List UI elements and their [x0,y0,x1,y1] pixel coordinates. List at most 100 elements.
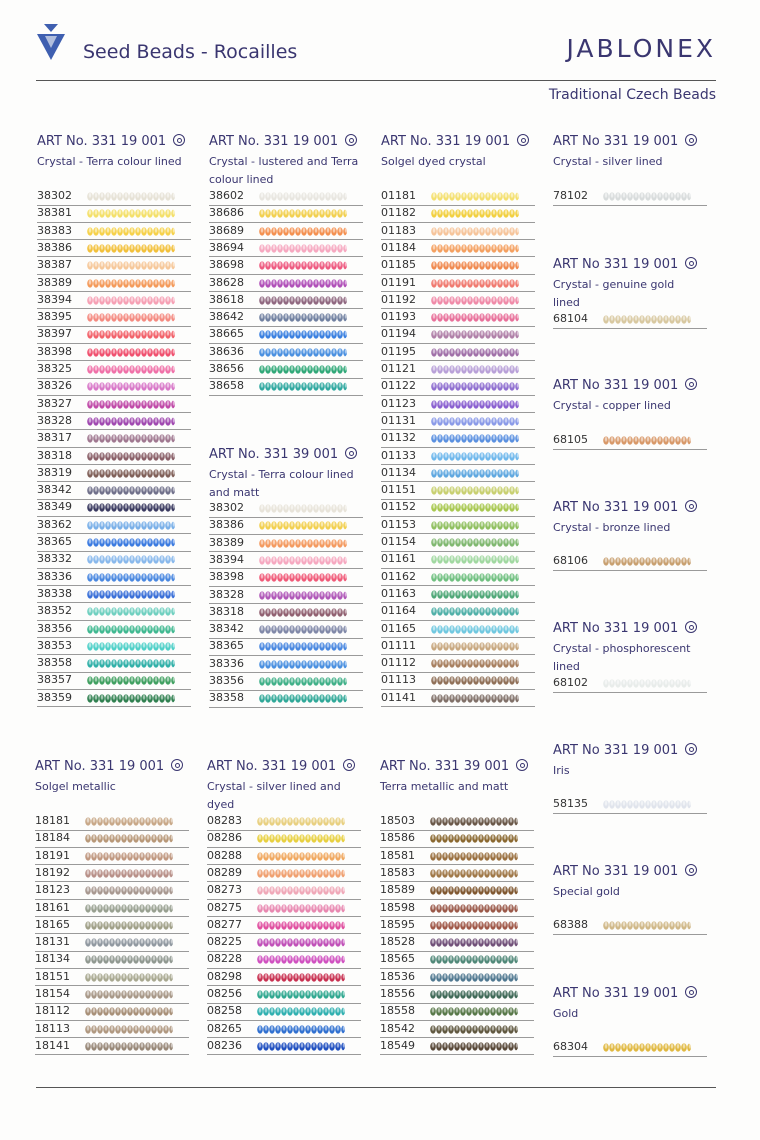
bead-strip [431,503,519,513]
bead-code: 08288 [207,848,242,862]
bead-strip [85,972,173,982]
bead-strip [430,868,518,878]
bead-code: 38325 [37,362,72,375]
bead-strip [85,938,173,948]
bead-strip [430,817,518,826]
row-rule [37,515,191,517]
bead-code: 38362 [37,517,72,531]
bead-code: 01195 [381,344,416,358]
row-rule [209,256,363,258]
bead-strip [259,659,347,669]
bead-strip [259,330,347,340]
row-rule [209,221,363,223]
row-rule [37,498,191,500]
row-rule [381,394,535,396]
row-rule [209,551,363,553]
row-rule [207,933,361,935]
row-rule [37,585,191,587]
bead-code: 01131 [381,413,416,427]
bead-strip [87,589,175,599]
row-rule [207,864,361,866]
bead-strip [259,538,347,548]
bead-code: 38658 [209,379,244,393]
bead-strip [431,486,519,496]
bead-code: 08277 [207,917,242,931]
bead-strip [85,1041,173,1051]
bead-code: 38386 [209,518,244,532]
bead-code: 01163 [381,586,416,600]
bead-code: 78102 [553,189,588,202]
description: Solgel dyed crystal [381,155,486,168]
art-number: ART No 331 19 001 [553,500,698,515]
description: Crystal - silver lined and dyed [207,780,341,811]
row-rule [381,688,535,690]
bead-strip [431,295,519,305]
row-rule [381,585,535,587]
row-rule [209,568,363,570]
bead-strip [431,676,519,686]
art-number: ART No. 331 39 001 [380,759,529,774]
bead-strip [87,399,175,409]
bead-strip [430,1024,518,1034]
bead-code: 38394 [37,292,72,306]
bead-strip [87,365,175,374]
bead-code: 38689 [209,223,244,237]
description: Solgel metallic [35,780,116,793]
bead-strip [431,555,519,565]
row-rule [381,342,535,344]
bead-strip [431,313,519,323]
bead-code: 68106 [553,554,588,567]
description: Crystal - silver lined [553,155,663,168]
bead-code: 38628 [209,275,244,289]
bead-strip [259,192,347,201]
bead-code: 18165 [35,917,70,931]
row-rule [35,829,189,831]
art-number: ART No 331 19 001 [553,621,698,636]
bead-strip [87,572,175,582]
bead-strip [259,677,347,686]
bead-code: 18589 [380,883,415,897]
ring-icon [343,759,356,771]
row-rule [380,829,534,831]
bead-strip [603,921,691,930]
row-rule [381,360,535,362]
bead-strip [259,313,347,323]
row-rule [209,308,363,310]
footer-rule [36,1087,716,1088]
bead-code: 38302 [209,501,244,514]
row-rule [37,342,191,344]
bead-strip [431,659,519,669]
ring-icon [685,743,698,755]
bead-strip [431,589,519,599]
row-rule [381,377,535,379]
bead-strip [259,243,347,253]
bead-code: 18131 [35,935,70,949]
bead-code: 38602 [209,189,244,202]
row-rule [37,567,191,569]
ring-icon [345,134,358,146]
row-rule [207,1002,361,1004]
row-rule [381,221,535,223]
bead-code: 18586 [380,831,415,845]
row-rule [37,377,191,379]
row-rule [209,394,363,396]
art-number: ART No. 331 39 001 [209,447,358,462]
bead-strip [259,590,347,600]
row-rule [209,603,363,604]
row-rule [37,412,191,414]
row-rule [35,933,189,935]
bead-code: 68105 [553,433,588,446]
bead-code: 38665 [209,327,244,341]
row-rule [37,654,191,656]
art-number: ART No. 331 19 001 [35,759,184,774]
bead-code: 68102 [553,676,588,689]
row-rule [209,706,363,708]
row-rule [209,342,363,344]
bead-strip [431,641,519,651]
row-rule [37,256,191,258]
row-rule [209,377,363,379]
bead-strip [257,990,345,999]
bead-code: 18565 [380,952,415,966]
row-rule [381,706,535,708]
bead-strip [257,955,345,965]
